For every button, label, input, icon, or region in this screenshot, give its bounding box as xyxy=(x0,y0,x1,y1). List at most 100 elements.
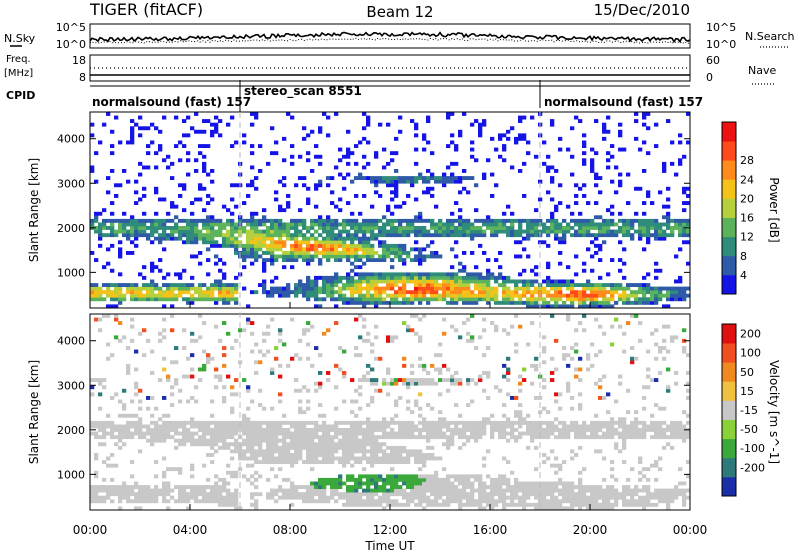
heatmap-cell xyxy=(326,438,331,443)
heatmap-cell xyxy=(214,279,219,284)
heatmap-cell xyxy=(314,424,319,429)
heatmap-cell xyxy=(362,492,367,497)
heatmap-cell xyxy=(254,456,259,461)
heatmap-cell xyxy=(450,381,455,386)
heatmap-cell xyxy=(458,208,463,213)
heatmap-cell xyxy=(390,378,395,382)
heatmap-cell xyxy=(478,293,483,298)
heatmap-cell xyxy=(642,435,647,440)
heatmap-cell xyxy=(334,204,339,209)
heatmap-cell xyxy=(642,226,647,230)
heatmap-cell xyxy=(130,136,135,141)
heatmap-cell xyxy=(198,261,203,266)
heatmap-cell xyxy=(442,176,447,180)
heatmap-cell xyxy=(446,481,451,486)
heatmap-cell xyxy=(594,243,599,248)
heatmap-cell xyxy=(554,236,559,241)
heatmap-cell xyxy=(522,420,527,425)
heatmap-cell xyxy=(446,438,451,443)
heatmap-cell xyxy=(494,286,499,291)
heatmap-cell xyxy=(554,208,559,213)
heatmap-cell xyxy=(282,136,287,141)
heatmap-cell xyxy=(358,420,363,425)
heatmap-cell xyxy=(158,297,163,302)
heatmap-cell xyxy=(382,254,387,259)
y-tick-label: 2000 xyxy=(57,222,85,235)
heatmap-cell xyxy=(666,215,671,220)
heatmap-cell xyxy=(374,183,379,188)
heatmap-cell xyxy=(190,126,195,131)
heatmap-cell xyxy=(414,247,419,252)
heatmap-cell xyxy=(322,438,327,443)
heatmap-cell xyxy=(382,485,387,489)
heatmap-cell xyxy=(522,229,527,234)
heatmap-cell xyxy=(586,367,591,372)
heatmap-cell xyxy=(518,381,523,386)
heatmap-cell xyxy=(362,194,367,198)
heatmap-cell xyxy=(406,300,411,305)
heatmap-cell xyxy=(430,456,435,461)
heatmap-cell xyxy=(170,392,175,397)
heatmap-cell xyxy=(310,420,315,425)
heatmap-cell xyxy=(282,290,287,295)
heatmap-cell xyxy=(286,445,291,450)
heatmap-cell xyxy=(434,474,439,479)
heatmap-cell xyxy=(326,456,331,461)
heatmap-cell xyxy=(654,236,659,241)
heatmap-cell xyxy=(510,485,515,489)
heatmap-cell xyxy=(346,488,351,493)
heatmap-cell xyxy=(558,201,563,205)
heatmap-cell xyxy=(494,420,499,425)
heatmap-cell xyxy=(322,492,327,497)
heatmap-cell xyxy=(266,428,271,432)
heatmap-cell xyxy=(426,495,431,500)
heatmap-cell xyxy=(606,233,611,238)
heatmap-cell xyxy=(210,485,215,489)
heatmap-cell xyxy=(206,442,211,447)
heatmap-cell xyxy=(354,431,359,436)
heatmap-cell xyxy=(666,297,671,302)
heatmap-cell xyxy=(334,297,339,302)
heatmap-cell xyxy=(314,183,319,188)
colorbar-swatch xyxy=(722,236,736,257)
heatmap-cell xyxy=(442,297,447,302)
heatmap-cell xyxy=(390,283,395,287)
heatmap-cell xyxy=(394,453,399,457)
heatmap-cell xyxy=(646,218,651,223)
heatmap-cell xyxy=(650,286,655,291)
heatmap-cell xyxy=(598,286,603,291)
heatmap-cell xyxy=(618,449,623,454)
heatmap-cell xyxy=(394,300,399,305)
heatmap-cell xyxy=(206,222,211,227)
heatmap-cell xyxy=(294,420,299,425)
heatmap-cell xyxy=(354,445,359,450)
heatmap-cell xyxy=(234,275,239,280)
heatmap-cell xyxy=(634,229,639,234)
heatmap-cell xyxy=(294,243,299,248)
heatmap-cell xyxy=(454,492,459,497)
heatmap-cell xyxy=(398,222,403,227)
heatmap-cell xyxy=(334,279,339,284)
heatmap-cell xyxy=(386,431,391,436)
heatmap-cell xyxy=(518,431,523,436)
heatmap-cell xyxy=(474,283,479,287)
heatmap-cell xyxy=(490,424,495,429)
heatmap-cell xyxy=(106,218,111,223)
heatmap-cell xyxy=(114,442,119,447)
heatmap-cell xyxy=(258,218,263,223)
heatmap-cell xyxy=(606,151,611,156)
heatmap-cell xyxy=(90,218,95,223)
heatmap-cell xyxy=(598,226,603,230)
heatmap-cell xyxy=(122,297,127,302)
heatmap-cell xyxy=(258,453,263,457)
heatmap-cell xyxy=(570,126,575,131)
heatmap-cell xyxy=(530,481,535,486)
heatmap-cell xyxy=(598,506,603,511)
heatmap-cell xyxy=(310,222,315,227)
heatmap-cell xyxy=(510,492,515,497)
heatmap-cell xyxy=(458,335,463,340)
heatmap-cell xyxy=(382,243,387,248)
heatmap-cell xyxy=(150,279,155,284)
heatmap-cell xyxy=(138,435,143,440)
heatmap-cell xyxy=(250,399,255,404)
